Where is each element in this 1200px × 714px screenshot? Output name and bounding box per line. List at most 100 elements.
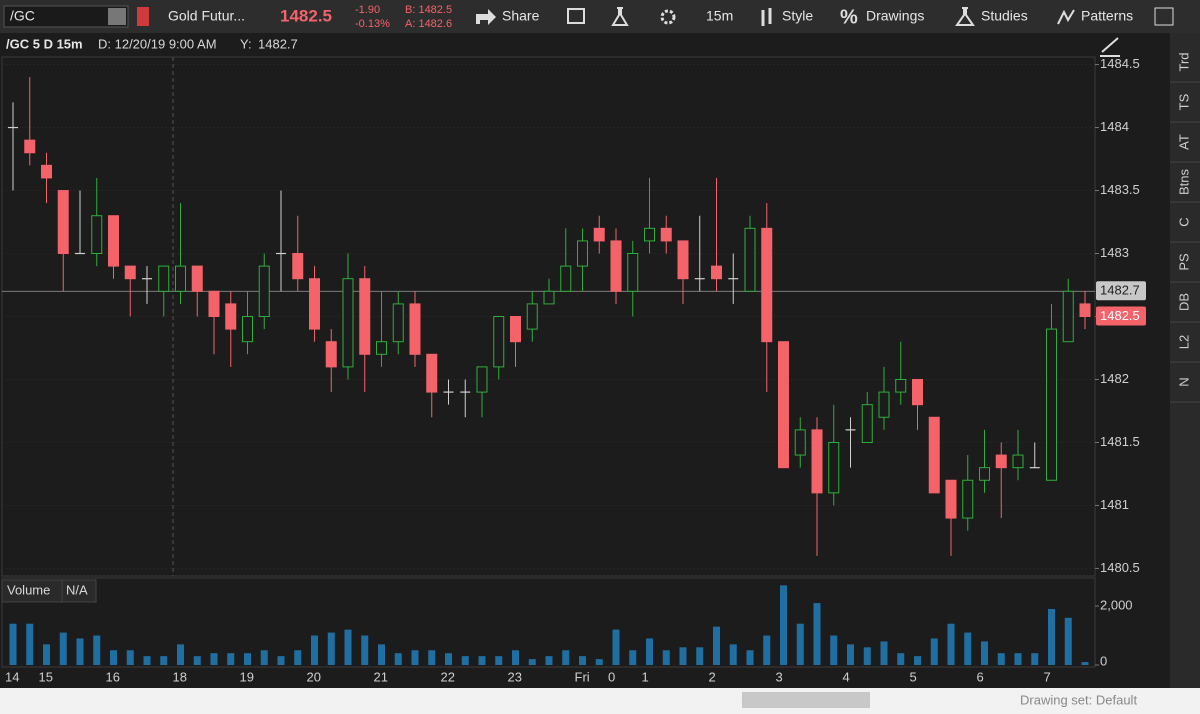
volume-bar bbox=[445, 653, 452, 665]
scrollbar-thumb[interactable] bbox=[742, 692, 870, 708]
settings-icon[interactable] bbox=[660, 9, 676, 25]
volume-bar bbox=[428, 650, 436, 665]
candle-body bbox=[392, 303, 404, 343]
volume-bar bbox=[495, 656, 503, 665]
volume-title: Volume bbox=[7, 582, 50, 597]
screenshot-icon[interactable] bbox=[567, 8, 585, 24]
volume-bar bbox=[646, 638, 653, 665]
sidebar-tab[interactable]: AT bbox=[1176, 134, 1191, 150]
drawings[interactable]: Drawings bbox=[866, 8, 924, 24]
y-tick-label: 1484 bbox=[1100, 119, 1129, 134]
candle-body bbox=[409, 303, 421, 355]
candle-body bbox=[828, 441, 840, 494]
volume-bar bbox=[562, 650, 570, 665]
volume-bar bbox=[311, 635, 318, 665]
volume-bar bbox=[729, 644, 737, 665]
x-tick-label: 14 bbox=[5, 669, 19, 684]
volume-bar bbox=[662, 650, 670, 665]
candle-body bbox=[493, 316, 505, 368]
x-tick-label: 23 bbox=[508, 669, 522, 684]
candle-body bbox=[811, 429, 823, 494]
x-tick-label: 5 bbox=[910, 669, 917, 684]
patterns[interactable]: Patterns bbox=[1081, 8, 1133, 24]
patterns-icon[interactable] bbox=[1057, 9, 1075, 25]
chart-header bbox=[0, 33, 1095, 57]
x-tick-label: 19 bbox=[240, 669, 254, 684]
sidebar-tab[interactable]: N bbox=[1176, 377, 1191, 386]
volume-bar bbox=[93, 635, 101, 665]
symbol-period: /GC 5 D 15m bbox=[6, 36, 83, 51]
candle-body bbox=[476, 366, 488, 393]
volume-bar bbox=[110, 650, 117, 665]
candle-body bbox=[91, 215, 103, 255]
volume-bar bbox=[244, 653, 251, 665]
sidebar-tab[interactable]: PS bbox=[1176, 253, 1191, 271]
volume-bar bbox=[361, 635, 369, 665]
volume-bar bbox=[1081, 662, 1089, 665]
sidebar-tab[interactable]: C bbox=[1176, 217, 1191, 226]
symbol-box[interactable] bbox=[3, 5, 129, 28]
volume-bar bbox=[847, 644, 854, 665]
flask-icon[interactable] bbox=[611, 7, 629, 26]
volume-bar bbox=[277, 656, 285, 665]
x-tick-label: 1 bbox=[642, 669, 649, 684]
candle-body bbox=[208, 290, 220, 317]
candle-body bbox=[660, 227, 672, 242]
candle-body bbox=[945, 479, 957, 519]
sidebar-tab[interactable]: L2 bbox=[1176, 335, 1191, 349]
candle-body bbox=[108, 215, 119, 267]
candle-body bbox=[258, 265, 270, 318]
candle-body bbox=[912, 378, 923, 406]
candle-body bbox=[861, 404, 873, 443]
change: -1.90 bbox=[355, 4, 380, 16]
volume-panel bbox=[1, 577, 1096, 668]
studies-icon[interactable] bbox=[955, 7, 975, 26]
drawing-set[interactable]: Drawing set: Default bbox=[1020, 692, 1137, 707]
volume-bar bbox=[193, 656, 201, 665]
candle-body bbox=[426, 353, 438, 393]
y2-tick-label: 0 bbox=[1100, 653, 1107, 668]
y-tick-label: 1484.5 bbox=[1100, 56, 1140, 71]
dropdown[interactable] bbox=[108, 8, 126, 25]
candle-body bbox=[711, 265, 722, 280]
volume-bar bbox=[914, 656, 921, 665]
sidebar-tab[interactable]: TS bbox=[1176, 93, 1191, 110]
volume-bar bbox=[411, 650, 419, 665]
x-tick-label: 22 bbox=[441, 669, 455, 684]
interval[interactable]: 15m bbox=[706, 8, 733, 24]
y-tick-label: 1480.5 bbox=[1100, 560, 1140, 575]
drawings-icon[interactable]: % bbox=[840, 6, 858, 28]
sidebar-tab[interactable]: Btns bbox=[1176, 168, 1191, 195]
sidebar-tab[interactable]: Trd bbox=[1176, 52, 1191, 71]
volume-bar bbox=[327, 632, 335, 665]
style[interactable]: Style bbox=[782, 8, 813, 24]
volume-bar bbox=[796, 623, 804, 665]
volume-bar bbox=[813, 603, 821, 665]
share-icon[interactable] bbox=[476, 9, 496, 25]
x-tick-label: 6 bbox=[977, 669, 984, 684]
volume-bar bbox=[210, 653, 218, 665]
volume-bar bbox=[612, 629, 620, 665]
volume-bar bbox=[478, 656, 486, 665]
candle-body bbox=[928, 416, 940, 494]
volume-bar bbox=[830, 635, 838, 665]
studies[interactable]: Studies bbox=[981, 8, 1028, 24]
menu-icon[interactable] bbox=[1154, 7, 1174, 26]
candle-body bbox=[895, 378, 907, 393]
volume-bar bbox=[997, 653, 1005, 665]
volume-bar bbox=[1031, 653, 1039, 665]
y2-tick-label: 2,000 bbox=[1100, 597, 1133, 612]
sidebar-tab[interactable]: DB bbox=[1176, 293, 1191, 311]
scale-icon[interactable] bbox=[1100, 37, 1120, 57]
x-tick-label: 18 bbox=[173, 669, 187, 684]
volume-bar bbox=[1064, 617, 1072, 665]
volume-bar bbox=[930, 638, 938, 665]
share[interactable]: Share bbox=[502, 8, 540, 24]
volume-bar bbox=[294, 650, 302, 665]
flag bbox=[137, 7, 149, 26]
candle-body bbox=[577, 240, 588, 267]
volume-bar bbox=[880, 641, 888, 665]
volume-value: N/A bbox=[66, 582, 88, 597]
style-icon[interactable] bbox=[761, 8, 772, 26]
candle-body bbox=[761, 227, 773, 343]
